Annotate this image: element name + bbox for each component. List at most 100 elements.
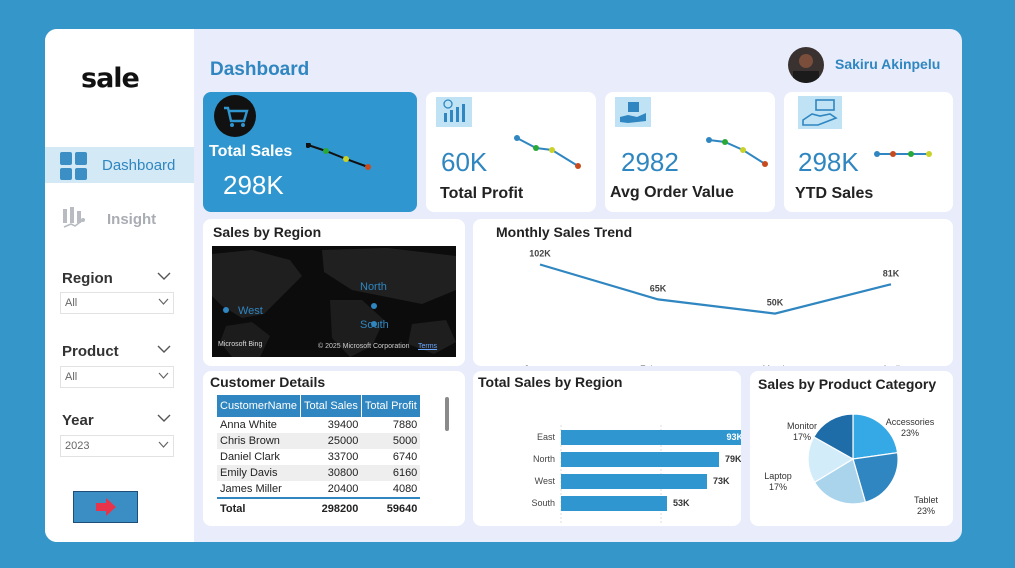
table-scrollbar[interactable] <box>445 397 449 431</box>
trend-data-label: 65K <box>650 283 667 293</box>
region-map[interactable] <box>212 246 456 357</box>
cart-icon <box>214 95 256 137</box>
pie-slice <box>852 413 899 460</box>
bar <box>561 474 707 489</box>
cell: 5000 <box>361 433 421 449</box>
trend-x-tick: March <box>762 364 787 366</box>
trend-data-label: 81K <box>883 268 900 278</box>
cell: Anna White <box>220 419 277 431</box>
table-row[interactable]: Daniel Clark 33700 6740 <box>217 449 420 465</box>
exit-button[interactable] <box>73 491 138 523</box>
sparkline <box>514 135 581 169</box>
cell: 6160 <box>361 465 421 481</box>
region-filter-label: Region <box>62 270 113 287</box>
dashboard-frame: sale Dashboard Insight Region All Produc… <box>45 29 962 542</box>
trend-data-label: 50K <box>767 298 784 308</box>
avatar[interactable] <box>787 46 825 84</box>
pie-slice <box>852 452 899 503</box>
bar <box>561 430 741 445</box>
chart-title: Total Sales by Region <box>478 374 623 390</box>
bar <box>561 496 667 511</box>
chevron-down-icon <box>158 441 169 448</box>
hand-box-icon <box>615 97 651 127</box>
chart-title: Monthly Sales Trend <box>496 224 633 240</box>
kpi-label: Total Profit <box>440 185 524 202</box>
bar-category-label: South <box>531 498 555 508</box>
cell: Chris Brown <box>217 433 301 449</box>
pie-slice <box>807 436 855 484</box>
logo: sale <box>81 63 140 94</box>
chevron-down-icon[interactable] <box>157 269 171 283</box>
cell: James Miller <box>220 483 282 495</box>
customer-table: CustomerName Total Sales Total Profit An… <box>217 395 421 518</box>
pie-slice <box>813 458 867 505</box>
chevron-down-icon[interactable] <box>157 411 171 425</box>
kpi-label: YTD Sales <box>795 185 874 202</box>
pie-label-name: Laptop <box>764 471 792 481</box>
cell: 39400 <box>327 419 359 431</box>
monthly-trend-card: Monthly Sales Trend 102K January 65K Februa… <box>473 219 953 366</box>
trend-x-tick: February <box>640 364 677 366</box>
cell: Emily Davis <box>217 465 301 481</box>
sparkline <box>706 137 768 167</box>
region-filter-select[interactable]: All <box>60 292 174 314</box>
trend-data-label: 102K <box>529 249 551 259</box>
map-label-south: South <box>360 319 389 331</box>
cell: 298200 <box>300 497 362 518</box>
sales-by-region-bar-card: Total Sales by Region 0K50K100KEast93KNo… <box>473 371 741 526</box>
pie-slice <box>812 413 854 461</box>
product-filter-select[interactable]: All <box>60 366 174 388</box>
column-header[interactable]: Total Profit <box>361 395 421 417</box>
kpi-label: Total Sales <box>209 143 293 160</box>
bar-category-label: East <box>537 432 556 442</box>
region-bar-chart: 0K50K100KEast93KNorth79KWest73KSouth53K <box>531 425 741 523</box>
bar-category-label: North <box>533 454 555 464</box>
year-filter-select[interactable]: 2023 <box>60 435 174 457</box>
column-header[interactable]: CustomerName <box>217 395 302 417</box>
sparkline <box>306 143 371 170</box>
bar <box>561 452 719 467</box>
cell: Daniel Clark <box>220 451 280 463</box>
table-total-row: Total 298200 59640 <box>217 497 421 518</box>
cell: 30800 <box>300 465 362 481</box>
sales-by-region-map-card: Sales by Region North West South Microso… <box>203 219 465 366</box>
table-row[interactable]: James Miller 20400 4080 <box>217 481 420 498</box>
kpi-value: 298K <box>223 170 284 200</box>
sidebar-item-insight[interactable]: Insight <box>45 201 194 237</box>
table-row[interactable]: Anna White 39400 7880 <box>217 417 420 433</box>
profit-chart-icon <box>436 97 472 127</box>
product-category-card: Sales by Product Category Accessories 23%… <box>750 371 953 526</box>
cell: 25000 <box>300 433 362 449</box>
pie-label-name: Monitor <box>787 421 817 431</box>
table-header-row: CustomerName Total Sales Total Profit <box>217 395 421 417</box>
kpi-value: 298K <box>798 147 859 177</box>
kpi-ytd-sales-card: 298K YTD Sales <box>784 92 953 212</box>
cell: 59640 <box>361 497 421 518</box>
pie-label-pct: 17% <box>793 432 811 442</box>
bar-data-label: 73K <box>713 476 730 486</box>
pie-label-name: Accessories <box>886 417 935 427</box>
cell: 7880 <box>392 419 418 431</box>
map-copyright: © 2025 Microsoft Corporation <box>318 343 410 350</box>
year-filter-value: 2023 <box>65 440 90 452</box>
user-name: Sakiru Akinpelu <box>835 56 941 72</box>
insight-chart-icon <box>63 207 85 228</box>
map-attribution: Microsoft Bing <box>218 341 263 348</box>
monthly-trend-chart: 102K January 65K February 50K March 81K April <box>524 249 900 366</box>
chevron-down-icon[interactable] <box>157 342 171 356</box>
trend-line <box>539 263 892 315</box>
sidebar-item-dashboard[interactable]: Dashboard <box>45 147 194 183</box>
cell: 33700 <box>327 451 359 463</box>
kpi-total-sales-card: Total Sales 298K <box>203 92 417 212</box>
region-filter-value: All <box>65 297 78 309</box>
pie-label-pct: 23% <box>901 428 919 438</box>
product-filter-value: All <box>65 371 78 383</box>
column-header[interactable]: Total Sales <box>300 395 362 417</box>
map-terms-link[interactable]: Terms <box>418 343 438 350</box>
arrow-right-icon <box>96 498 116 516</box>
table-row[interactable]: Emily Davis 30800 6160 <box>217 465 421 481</box>
table-row[interactable]: Chris Brown 25000 5000 <box>217 433 421 449</box>
sidebar-item-label: Dashboard <box>102 157 176 174</box>
bar-category-label: West <box>535 476 556 486</box>
